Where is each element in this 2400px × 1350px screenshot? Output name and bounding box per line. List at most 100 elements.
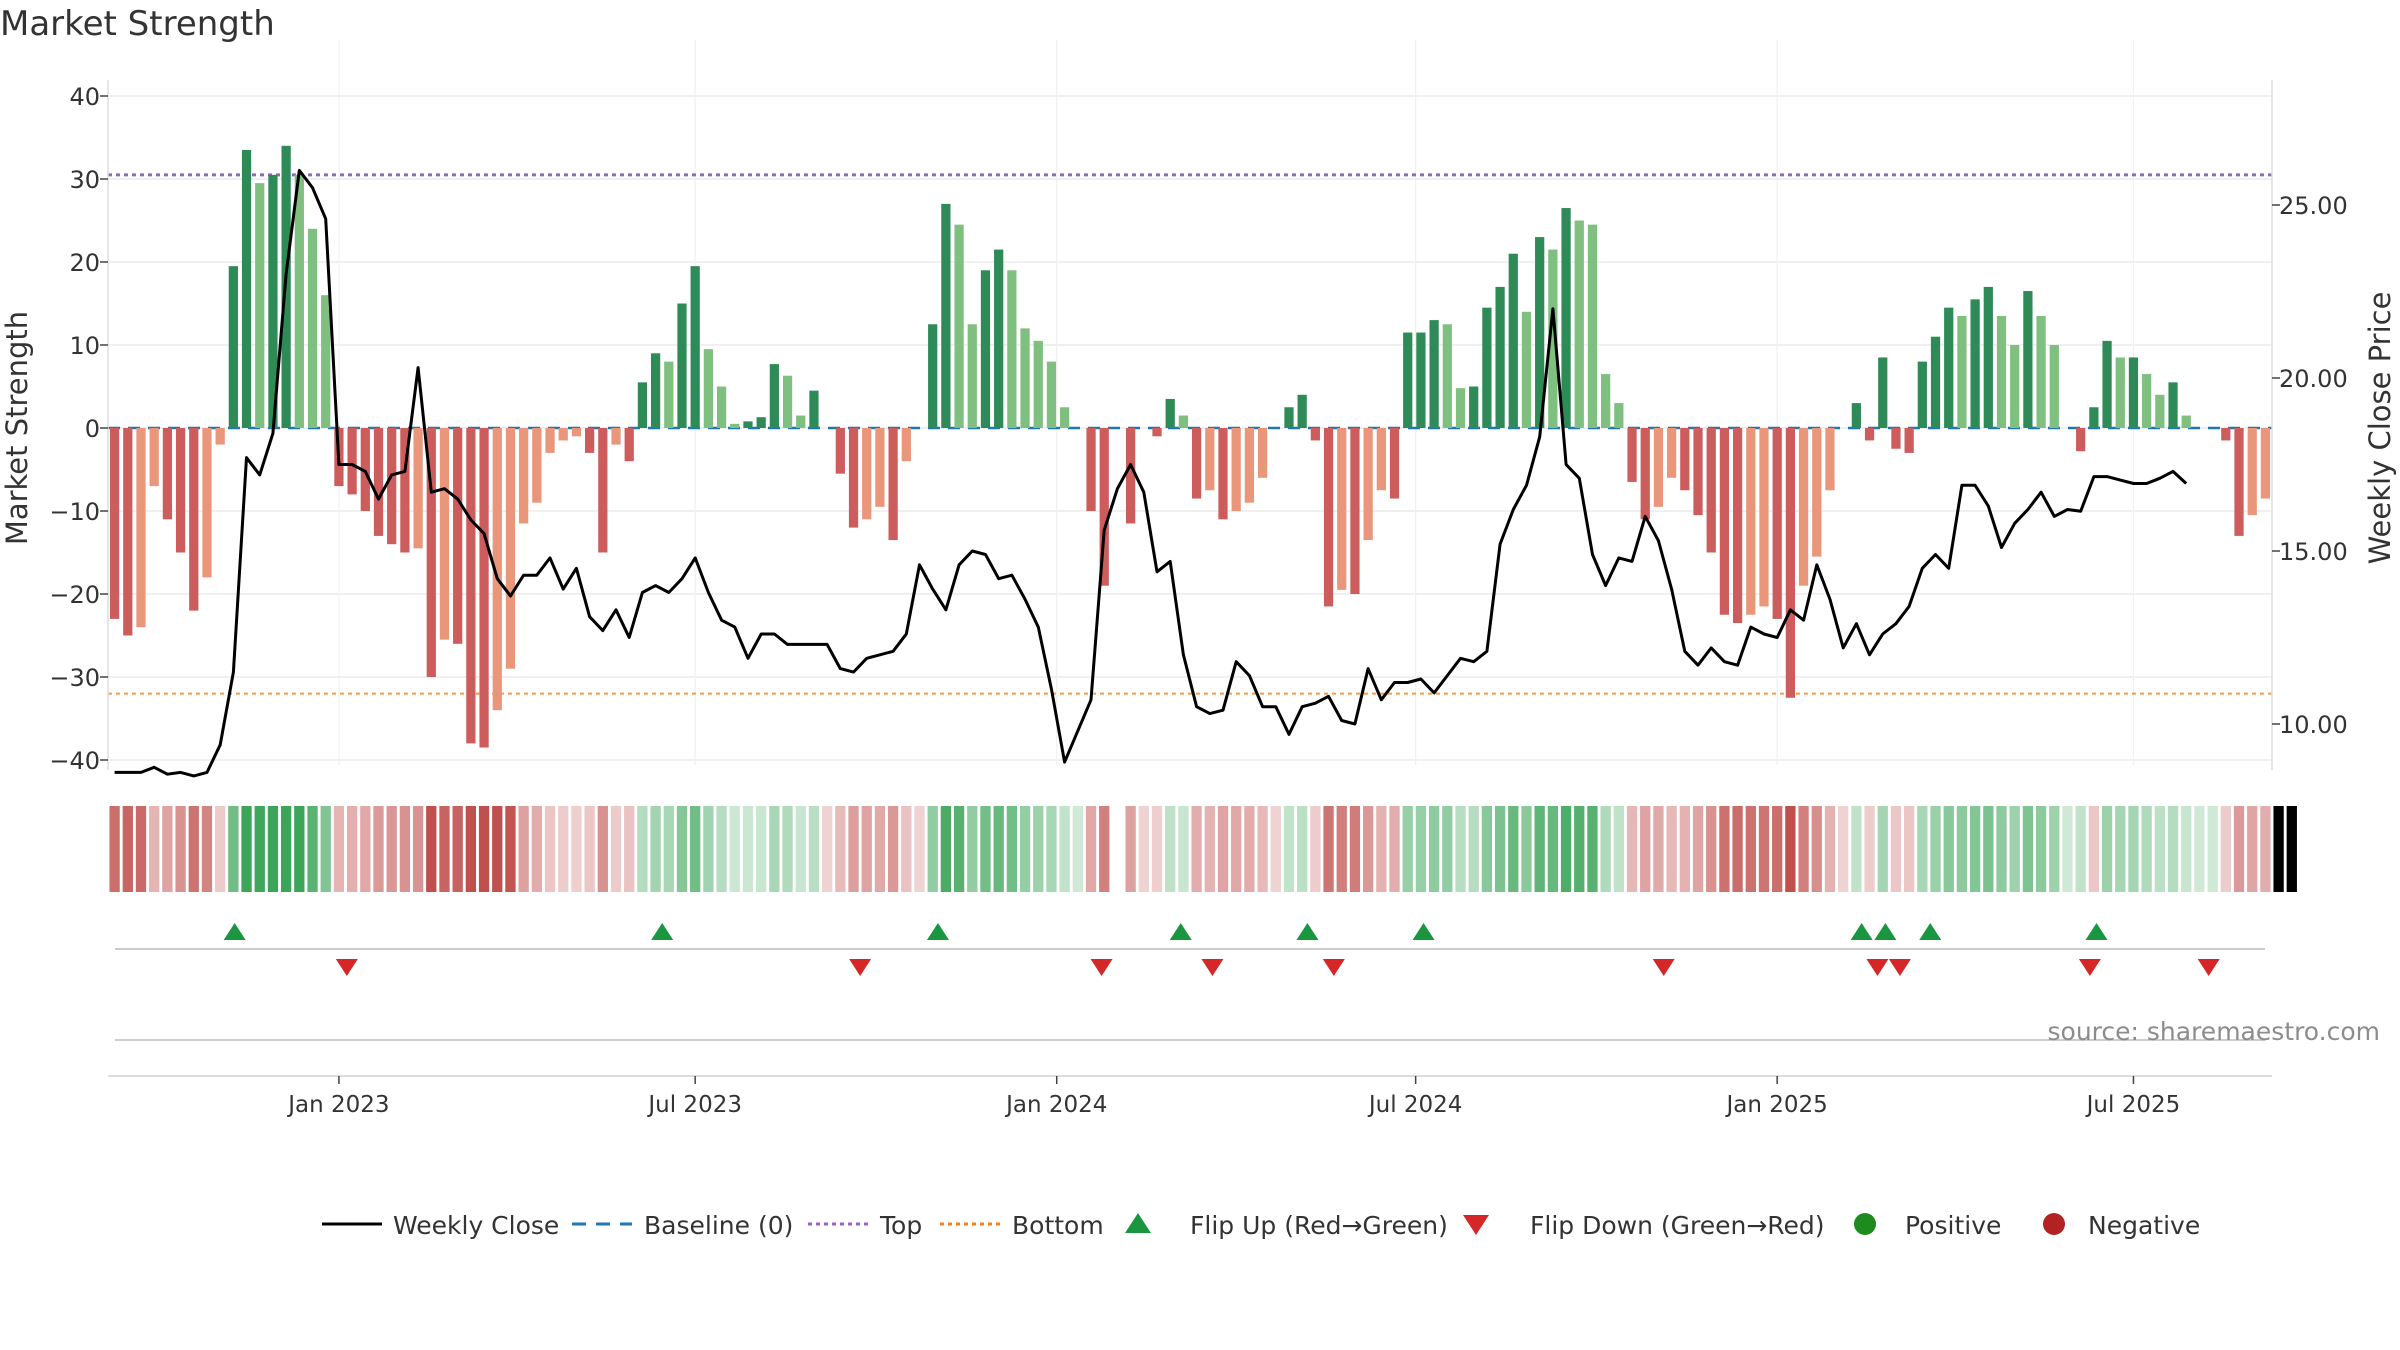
trend-cell	[1323, 806, 1334, 892]
strength-bar	[585, 428, 595, 453]
trend-cell	[2220, 806, 2231, 892]
strength-bar	[1667, 428, 1677, 478]
strength-bar	[1205, 428, 1215, 491]
strength-bar	[1746, 428, 1756, 615]
flip-up-marker	[1412, 923, 1435, 940]
trend-cell	[1679, 806, 1690, 892]
strength-bar	[360, 428, 370, 511]
trend-cell	[135, 806, 147, 892]
trend-cell	[1415, 806, 1427, 892]
trend-cell	[1125, 806, 1136, 892]
flip-down-marker	[1866, 959, 1889, 976]
strength-bar	[730, 423, 740, 428]
trend-cell	[1006, 806, 1018, 892]
strength-bar	[1007, 270, 1017, 428]
trend-cell	[505, 806, 516, 892]
trend-cell	[1376, 806, 1387, 892]
trend-cell	[2035, 806, 2047, 892]
strength-bar	[1086, 428, 1096, 511]
y-tick-label: 0	[85, 415, 100, 443]
trend-cell	[584, 806, 595, 892]
strength-bar	[2234, 428, 2244, 536]
strength-bar	[1284, 407, 1294, 428]
trend-cell	[1719, 806, 1730, 892]
trend-cell	[835, 806, 846, 892]
trend-cell	[346, 806, 358, 892]
lower-panels: Jan 2023 Jul 2023 Jan 2024 Jul 2024 Jan 2025…	[108, 1039, 2272, 1118]
flip-up-marker	[1169, 923, 1192, 940]
trend-cell	[1864, 806, 1875, 892]
trend-cell	[1890, 806, 1902, 892]
legend-label: Weekly Close	[393, 1211, 559, 1240]
legend-label: Top	[879, 1211, 922, 1240]
trend-cell	[690, 806, 701, 892]
x-tick-label: Jul 2024	[1367, 1092, 1463, 1118]
trend-cell	[360, 806, 371, 892]
trend-cell	[1653, 806, 1664, 892]
flip-down-marker	[2078, 959, 2101, 976]
trend-cell	[1349, 806, 1361, 892]
trend-cell	[993, 806, 1004, 892]
strength-bar	[373, 428, 384, 536]
strength-bar	[1812, 428, 1822, 557]
flip-down-marker	[335, 959, 358, 976]
strength-bar	[1798, 428, 1809, 586]
strength-bar	[1719, 428, 1730, 615]
strength-bar	[255, 183, 265, 428]
axes: 40 30 20 10 0 −10 −20 −30 −40 25.00 20.00 15.00 10.0…	[0, 80, 2397, 775]
trend-cell	[188, 806, 199, 892]
strength-bar	[1587, 224, 1598, 428]
trend-cell	[175, 806, 186, 892]
strength-bar	[439, 428, 450, 640]
strength-bar	[941, 203, 951, 428]
trend-cell	[1877, 806, 1888, 892]
trend-cell	[1138, 806, 1149, 892]
trend-cell	[1772, 806, 1783, 892]
chart-title: Market Strength	[0, 4, 275, 44]
strength-bar	[1878, 357, 1888, 428]
y-tick-label: −10	[49, 498, 100, 526]
strength-bar	[624, 428, 634, 462]
trend-cell	[1151, 806, 1163, 892]
flip-markers	[115, 923, 2265, 976]
trend-cell	[386, 806, 397, 892]
strength-bar	[875, 428, 885, 507]
trend-cell	[742, 806, 754, 892]
trend-cell	[465, 806, 477, 892]
legend: Weekly Close Baseline (0) Top Bottom Flip Up…	[322, 1211, 2200, 1240]
strength-bar	[1508, 253, 1518, 428]
trend-cell	[2167, 806, 2179, 892]
strength-bar	[1178, 415, 1189, 428]
strength-bar	[1864, 428, 1875, 441]
strength-bar	[294, 174, 304, 428]
trend-cell	[2075, 806, 2086, 892]
strength-bar	[1996, 315, 2007, 428]
trend-cell	[122, 806, 133, 892]
strength-bar	[1640, 428, 1650, 520]
trend-cell	[637, 806, 648, 892]
y-tick-label: −40	[49, 747, 100, 775]
strength-bar	[1614, 403, 1624, 428]
strength-bar	[545, 428, 555, 453]
flip-up-marker	[1919, 923, 1942, 940]
strength-bar	[1416, 332, 1426, 428]
trend-cell	[769, 806, 780, 892]
strength-bar	[492, 428, 502, 711]
strength-bar	[1825, 428, 1835, 491]
strength-bar	[1218, 428, 1228, 520]
flip-up-marker	[1850, 923, 1873, 940]
trend-cell	[1521, 806, 1532, 892]
y-tick-label: 10	[69, 332, 100, 360]
strength-bar	[2115, 357, 2125, 428]
trend-cell	[1270, 806, 1281, 892]
strength-bar	[1904, 428, 1914, 453]
strength-bar	[571, 428, 582, 437]
strength-bar	[756, 417, 766, 428]
strength-bar	[1772, 428, 1782, 619]
trend-cell	[1587, 806, 1598, 892]
strength-bar	[598, 428, 608, 553]
trend-cell	[1059, 806, 1070, 892]
trend-cell	[887, 806, 899, 892]
flip-up-marker	[1296, 923, 1319, 940]
strength-bar	[2155, 394, 2165, 428]
